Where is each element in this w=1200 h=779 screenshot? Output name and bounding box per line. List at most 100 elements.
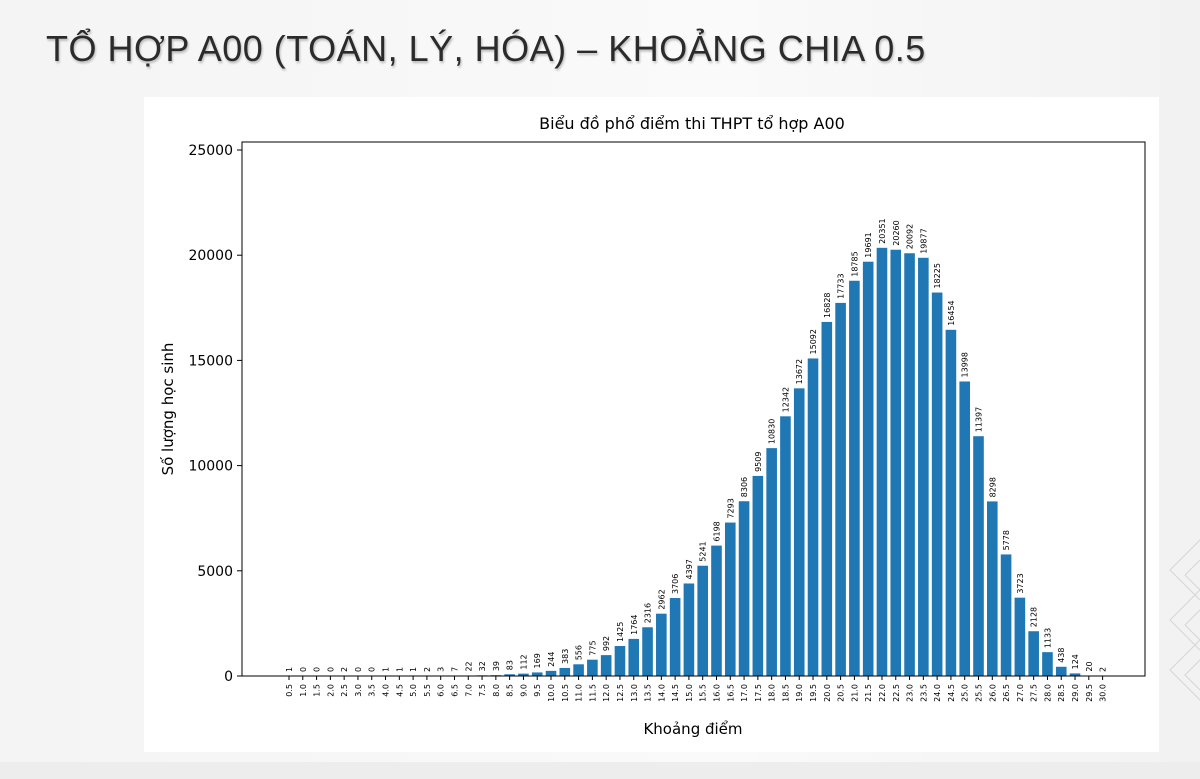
bar-value-label: 13672 xyxy=(795,359,804,384)
x-tick-label: 16.5 xyxy=(726,684,735,702)
bar-value-label: 16828 xyxy=(823,292,832,317)
bar xyxy=(918,257,929,676)
x-tick-label: 12.0 xyxy=(602,684,611,702)
x-tick-label: 18.0 xyxy=(768,684,777,702)
x-tick-label: 29.5 xyxy=(1085,684,1094,702)
bar-chart: Biểu đồ phổ điểm thi THPT tổ hợp A00 0 50… xyxy=(159,114,1146,738)
bar-value-label: 39 xyxy=(492,661,501,671)
x-tick-label: 20.0 xyxy=(823,684,832,702)
bar-value-label: 1 xyxy=(409,667,418,672)
bar xyxy=(724,522,736,676)
bar-value-label: 775 xyxy=(588,640,597,655)
bar xyxy=(738,501,750,676)
bar-value-label: 83 xyxy=(506,660,515,670)
x-tick-label: 25.0 xyxy=(961,684,970,702)
x-tick-label: 10.5 xyxy=(561,684,570,702)
plot-frame xyxy=(241,141,1146,677)
bar-value-label: 20260 xyxy=(892,220,901,245)
x-tick-label: 16.0 xyxy=(712,684,721,702)
bar xyxy=(931,292,943,676)
x-tick-label: 29.0 xyxy=(1071,684,1080,702)
x-tick-label: 17.5 xyxy=(754,684,763,702)
x-tick-label: 14.5 xyxy=(671,684,680,702)
bar-value-label: 6198 xyxy=(712,521,721,541)
bar xyxy=(904,253,915,676)
bar-value-label: 22 xyxy=(464,661,473,671)
bar xyxy=(752,475,764,676)
bar xyxy=(890,249,902,676)
x-tick-label: 24.0 xyxy=(933,684,942,702)
x-tick-label: 15.0 xyxy=(685,684,694,702)
bar-value-label: 17733 xyxy=(837,273,846,298)
x-tick-label: 4.0 xyxy=(382,684,391,697)
bar-value-label: 18785 xyxy=(850,251,859,276)
bar xyxy=(766,448,777,676)
x-tick-label: 27.5 xyxy=(1030,684,1039,702)
bar-value-label: 244 xyxy=(547,652,556,667)
bar xyxy=(587,659,598,676)
bar-value-label: 20 xyxy=(1085,661,1094,671)
x-tick-label: 12.5 xyxy=(616,684,625,702)
bar-value-label: 3723 xyxy=(1016,573,1025,593)
x-tick-label: 1.5 xyxy=(313,684,322,697)
x-tick-label: 28.0 xyxy=(1043,684,1052,702)
x-tick-label: 19.5 xyxy=(809,684,818,702)
y-tick-label: 0 xyxy=(224,669,233,685)
bar-value-label: 7293 xyxy=(726,498,735,518)
x-tick-label: 24.5 xyxy=(947,684,956,702)
bar-value-label: 18225 xyxy=(933,263,942,288)
bar xyxy=(876,247,888,677)
bar xyxy=(1014,597,1026,676)
bar xyxy=(793,388,805,676)
x-tick-label: 11.5 xyxy=(588,684,597,702)
bar-value-label: 3706 xyxy=(671,574,680,594)
bar-value-label: 4397 xyxy=(685,559,694,579)
bar-value-label: 13998 xyxy=(961,352,970,377)
y-tick-label: 10000 xyxy=(188,459,233,475)
x-tick-label: 22.0 xyxy=(878,684,887,702)
bar-value-label: 2 xyxy=(423,667,432,672)
bar-value-label: 19877 xyxy=(919,228,928,253)
x-tick-label: 11.0 xyxy=(575,684,584,702)
bar xyxy=(669,598,681,676)
y-axis-label: Số lượng học sinh xyxy=(159,343,177,476)
x-tick-label: 17.0 xyxy=(740,684,749,702)
chart-card: Biểu đồ phổ điểm thi THPT tổ hợp A00 0 50… xyxy=(144,97,1159,752)
bar xyxy=(973,436,984,676)
bar-value-label: 16454 xyxy=(947,300,956,325)
x-tick-label: 26.0 xyxy=(988,684,997,702)
x-tick-label: 5.0 xyxy=(409,684,418,697)
chart-title: Biểu đồ phổ điểm thi THPT tổ hợp A00 xyxy=(539,114,845,133)
bottom-strip xyxy=(0,762,1200,779)
bar xyxy=(1069,673,1081,676)
bar-value-label: 19691 xyxy=(864,232,873,257)
y-tick-label: 25000 xyxy=(188,143,233,159)
x-tick-label: 21.0 xyxy=(850,684,859,702)
bar-value-label: 12342 xyxy=(781,387,790,412)
bars: 1 0 0 0 2 0 0 1 1 1 2 3 7 22 32 39 83 112 169 244 383 556 775 9… xyxy=(283,218,1108,677)
y-tick-label: 20000 xyxy=(188,248,233,264)
x-tick-label: 8.0 xyxy=(492,684,501,697)
x-tick-label: 26.5 xyxy=(1002,684,1011,702)
bar-value-label: 3 xyxy=(437,667,446,672)
bar xyxy=(1055,666,1067,676)
bar-value-label: 112 xyxy=(519,654,528,669)
x-tick-label: 27.0 xyxy=(1016,684,1025,702)
decorative-pattern xyxy=(1169,539,1200,701)
bar xyxy=(518,673,529,676)
bar xyxy=(711,545,722,676)
x-tick-label: 23.5 xyxy=(919,684,928,702)
x-tick-label: 19.0 xyxy=(795,684,804,702)
bar-value-label: 0 xyxy=(326,667,335,672)
bar-value-label: 1 xyxy=(395,667,404,672)
bar xyxy=(656,613,667,676)
y-tick-label: 15000 xyxy=(188,353,233,369)
bar-value-label: 7 xyxy=(450,667,459,672)
x-tick-label: 0.5 xyxy=(285,684,294,697)
bar-value-label: 383 xyxy=(561,649,570,664)
bar-value-label: 2128 xyxy=(1030,607,1039,627)
x-tick-label: 3.5 xyxy=(368,684,377,697)
x-tick-label: 28.5 xyxy=(1057,684,1066,702)
bar-value-label: 9509 xyxy=(754,452,763,472)
x-tick-label: 9.5 xyxy=(533,684,542,697)
